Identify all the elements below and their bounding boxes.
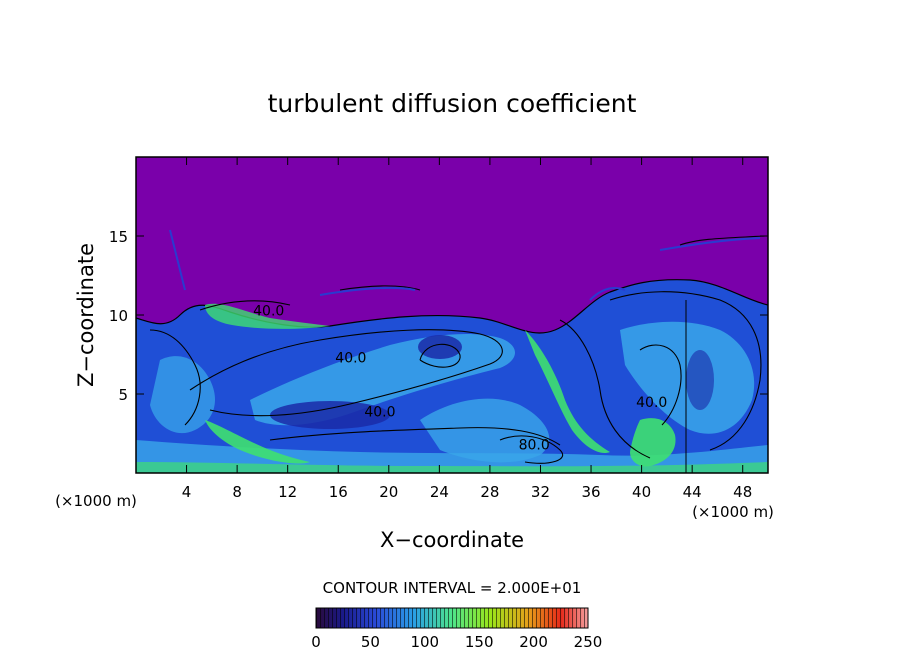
colorbar-ticks: 0 50 100 150 200 250 [311,633,602,651]
colorbar-tick-label: 200 [519,633,548,651]
colorbar-stripes [316,608,588,628]
y-axis-label: Z−coordinate [74,243,98,387]
x-tick-label: 24 [430,483,449,501]
colorbar-tick-label: 100 [410,633,439,651]
y-tick-label: 10 [109,307,128,325]
dark-patch-3 [686,350,714,410]
x-tick-label: 36 [581,483,600,501]
colorbar-tick-label: 150 [465,633,494,651]
x-tick-label: 4 [182,483,192,501]
x-tick-label: 12 [278,483,297,501]
contour-labels: 40.0 40.0 80.0 40.0 40.0 [253,303,667,453]
x-tick-label: 44 [683,483,702,501]
contour-label: 40.0 [636,395,667,411]
colorbar-tick-label: 250 [574,633,603,651]
x-tick-label: 40 [632,483,651,501]
contour-label: 80.0 [519,438,550,454]
colorbar-frame [315,607,589,629]
dark-patch-2 [418,335,462,359]
x-tick-label: 32 [531,483,550,501]
contour-label: 40.0 [253,303,284,319]
x-unit-right: (×1000 m) [692,503,774,521]
dark-patch-1 [270,401,390,429]
green-upper-left [205,303,330,329]
x-tick-label: 8 [232,483,242,501]
x-tick-label: 16 [329,483,348,501]
upper-wisps [169,229,761,301]
x-axis-ticks: 4 8 12 16 20 24 28 32 36 40 44 48 [182,157,752,501]
contour-lines [149,235,766,464]
contour-label: 40.0 [364,404,395,420]
chart-title: turbulent diffusion coefficient [268,89,637,118]
cyan-band-2 [420,398,550,463]
green-shear-left [205,420,310,464]
x-tick-label: 48 [733,483,752,501]
x-tick-label: 20 [379,483,398,501]
contour-interval: CONTOUR INTERVAL = 2.000E+01 [323,579,582,597]
y-tick-label: 15 [109,228,128,246]
y-axis-ticks: 5 10 15 [109,228,768,404]
x-axis-label: X−coordinate [380,528,524,552]
contour-label: 40.0 [335,351,366,367]
x-unit-left: (×1000 m) [55,492,137,510]
colorbar-tick-label: 0 [311,633,321,651]
x-tick-label: 28 [480,483,499,501]
y-tick-label: 5 [118,386,128,404]
heatmap-field [136,157,768,473]
colorbar: 0 50 100 150 200 250 [311,607,602,651]
green-bottom-strip [136,462,768,473]
colorbar-tick-label: 50 [361,633,380,651]
green-shear-middle [525,330,610,454]
